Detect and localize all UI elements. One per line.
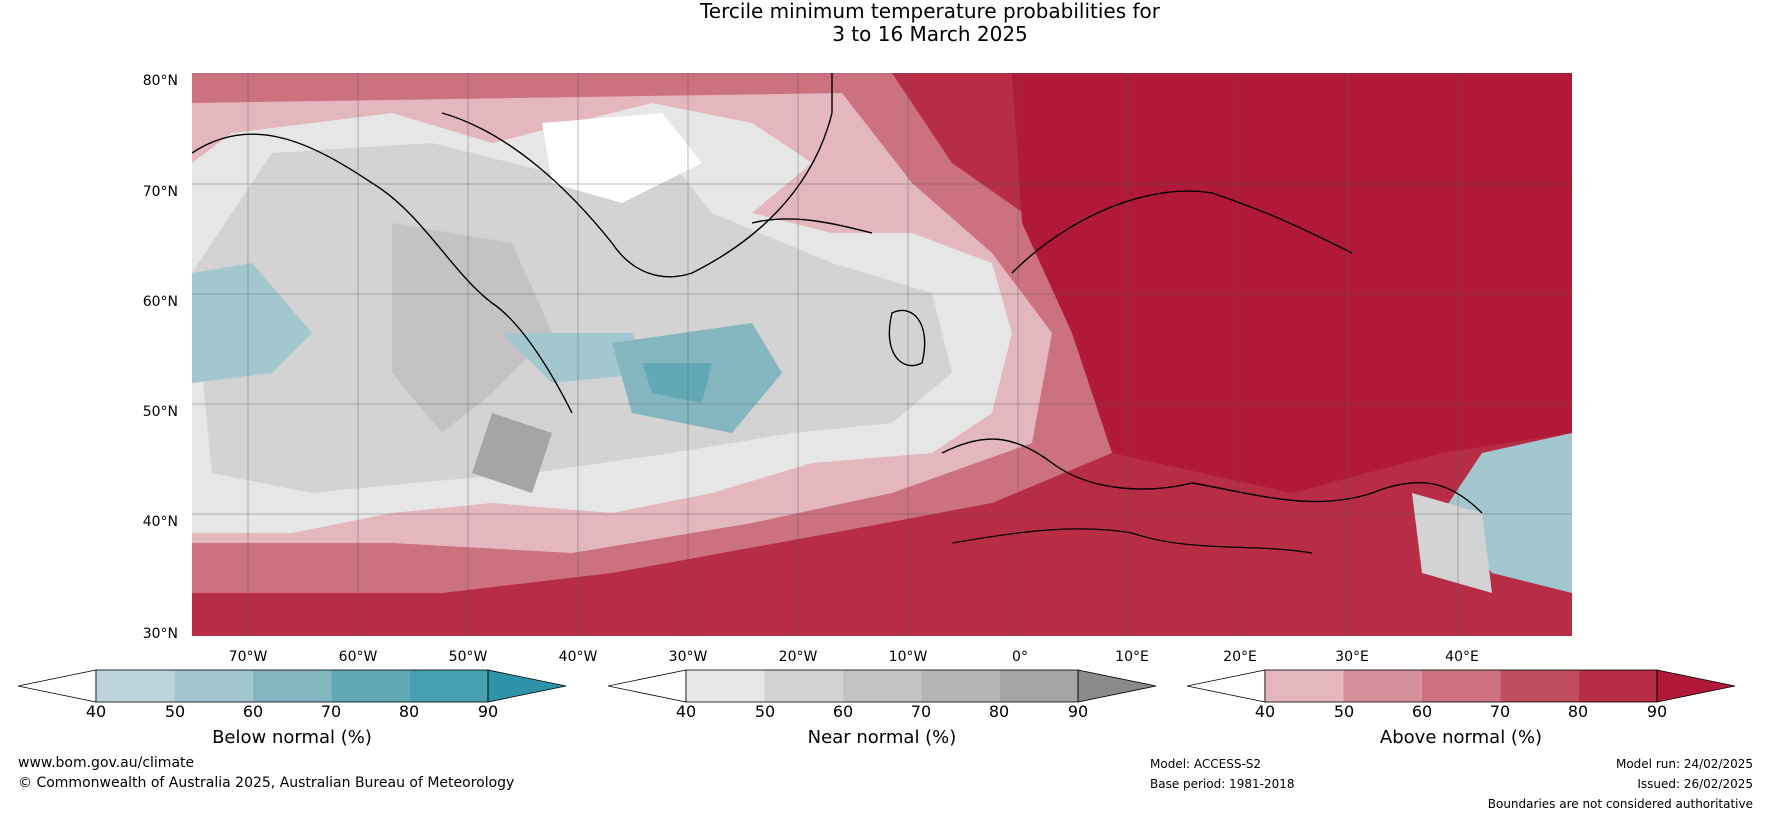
colorbar-above-normal [1187, 669, 1736, 703]
chart-title: Tercile minimum temperature probabilitie… [0, 0, 1770, 46]
tick: 90 [1646, 702, 1668, 721]
near-normal-east [1412, 493, 1492, 593]
colorbar-segment [686, 670, 765, 702]
tick: 40 [85, 702, 107, 721]
greenland-coast [441, 73, 833, 278]
title-line-1: Tercile minimum temperature probabilitie… [699, 0, 1161, 23]
colorbar-segment [1578, 670, 1657, 702]
tick: 80 [398, 702, 420, 721]
tick: 70 [1489, 702, 1511, 721]
probability-map [192, 73, 1572, 636]
southern-europe-coast [941, 438, 1483, 514]
north-africa-coast [951, 528, 1313, 554]
colorbar-segment [764, 670, 843, 702]
colorbar-near-normal [608, 669, 1157, 703]
colorbar-extend-low [608, 669, 687, 703]
lon-label-20w: 20°W [778, 649, 818, 665]
disclaimer-text: Boundaries are not considered authoritat… [1487, 797, 1753, 811]
colorbar-extend-high [1077, 669, 1157, 703]
colorbar-above-label: Above normal (%) [1379, 727, 1543, 748]
near-normal-80-patch [472, 413, 552, 493]
lat-label-30n: 30°N [142, 626, 178, 642]
colorbar-extend-high [487, 669, 567, 703]
tick: 60 [242, 702, 264, 721]
colorbar-below-normal [18, 669, 567, 703]
lat-label-70n: 70°N [142, 184, 178, 200]
colorbar-near-label: Near normal (%) [807, 727, 957, 748]
iceland-coast [751, 218, 873, 234]
lon-label-40w: 40°W [558, 649, 598, 665]
below-normal-atlantic-core [642, 363, 712, 403]
above-normal-90-region [1012, 73, 1572, 493]
tick: 50 [164, 702, 186, 721]
tick: 80 [988, 702, 1010, 721]
north-america-coast [192, 133, 573, 414]
lon-label-30e: 30°E [1335, 649, 1369, 665]
white-patch [542, 113, 702, 203]
near-normal-60-region [392, 223, 552, 433]
model-run-text: Model run: 24/02/2025 [1615, 757, 1753, 771]
lon-label-20e: 20°E [1223, 649, 1257, 665]
near-normal-50-region [192, 143, 952, 493]
tick: 60 [1411, 702, 1433, 721]
lon-label-50w: 50°W [448, 649, 488, 665]
below-normal-west [192, 263, 312, 383]
tick: 40 [675, 702, 697, 721]
website-link[interactable]: www.bom.gov.au/climate [18, 755, 195, 771]
colorbar-extend-high [1656, 669, 1736, 703]
colorbar-segment [174, 670, 253, 702]
tick: 70 [910, 702, 932, 721]
lon-label-0: 0° [1012, 649, 1028, 665]
lat-label-40n: 40°N [142, 514, 178, 530]
tick: 50 [1333, 702, 1355, 721]
lat-label-50n: 50°N [142, 404, 178, 420]
map-shading [192, 73, 1572, 636]
colorbar-segment [842, 670, 922, 702]
colorbar-segment [999, 670, 1078, 702]
colorbar-outline [685, 669, 1079, 703]
colorbar-outline [95, 669, 489, 703]
colorbar-extend-low [18, 669, 97, 703]
tick: 70 [320, 702, 342, 721]
lon-label-40e: 40°E [1445, 649, 1479, 665]
colorbar-extend-low [1187, 669, 1266, 703]
below-normal-east [1442, 433, 1572, 593]
colorbar-segment [252, 670, 332, 702]
tick: 40 [1254, 702, 1276, 721]
colorbar-segment [409, 670, 488, 702]
colorbar-below-label: Below normal (%) [212, 727, 372, 748]
colorbar-segment [1343, 670, 1422, 702]
copyright-text: © Commonwealth of Australia 2025, Austra… [18, 775, 515, 791]
lon-label-70w: 70°W [228, 649, 268, 665]
lon-label-30w: 30°W [668, 649, 708, 665]
lon-label-60w: 60°W [338, 649, 378, 665]
graticule [192, 73, 1572, 636]
colorbar-segment [331, 670, 410, 702]
lon-label-10e: 10°E [1115, 649, 1149, 665]
colorbar-outline [1264, 669, 1658, 703]
tick: 50 [754, 702, 776, 721]
model-text: Model: ACCESS-S2 [1150, 757, 1262, 771]
scandinavia-coast [1011, 190, 1353, 274]
colorbar-segment [1500, 670, 1579, 702]
colorbar-segment [96, 670, 175, 702]
base-period-text: Base period: 1981-2018 [1150, 777, 1295, 791]
tick: 90 [477, 702, 499, 721]
lat-label-80n: 80°N [142, 73, 178, 89]
tick: 80 [1567, 702, 1589, 721]
tick: 60 [832, 702, 854, 721]
issued-text: Issued: 26/02/2025 [1637, 777, 1753, 791]
colorbar-segment [1421, 670, 1501, 702]
british-isles-coast [888, 309, 926, 367]
title-line-2: 3 to 16 March 2025 [832, 22, 1028, 46]
tick: 90 [1067, 702, 1089, 721]
colorbar-segment [921, 670, 1000, 702]
lat-label-60n: 60°N [142, 294, 178, 310]
colorbar-segment [1265, 670, 1344, 702]
lon-label-10w: 10°W [888, 649, 928, 665]
